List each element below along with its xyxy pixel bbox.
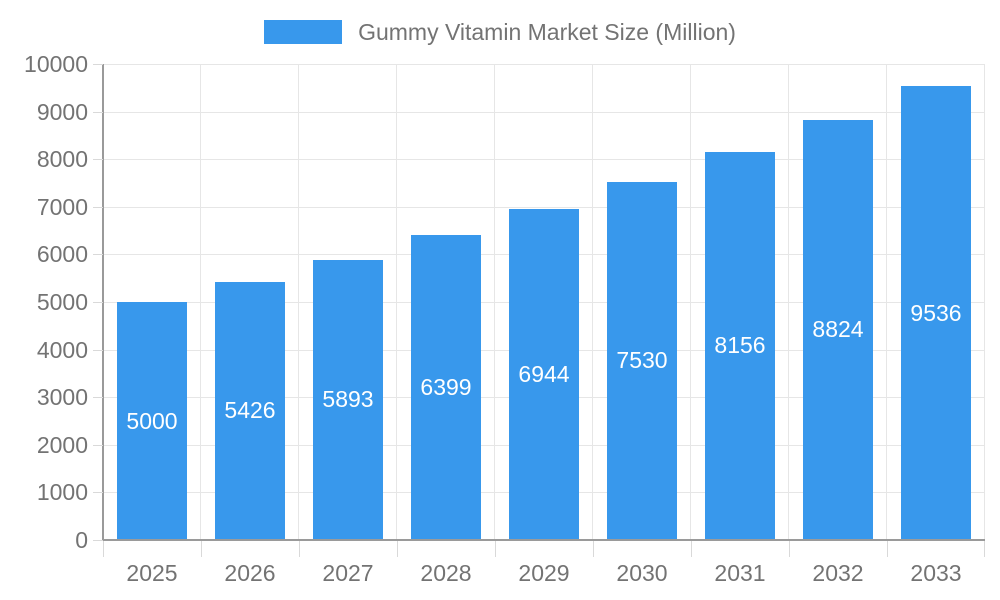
bar: 9536 [900,86,972,540]
y-axis-tick [93,492,103,494]
y-axis-tick-label: 7000 [36,193,88,220]
x-axis-tick [789,541,790,557]
gridline-horizontal [103,64,985,65]
gridline-vertical [788,64,789,540]
legend-swatch [264,20,343,44]
x-axis-tick-label: 2032 [812,560,864,586]
x-axis-tick-label: 2033 [910,560,962,586]
x-axis-tick [103,541,104,557]
bar: 6944 [508,209,580,540]
x-axis-tick-label: 2030 [616,560,668,586]
y-axis-tick-label: 1000 [36,479,88,506]
gridline-horizontal [103,206,985,208]
y-axis-tick [93,540,103,541]
x-axis-tick [887,541,888,557]
gridline-vertical [886,64,887,540]
gridline-vertical [592,64,593,540]
gridline-vertical [494,64,495,540]
plot-area: 5000 5426 5893 6399 6944 7530 8156 8824 9536 [103,64,985,540]
y-axis-tick-label: 8000 [36,146,88,173]
bar-value-label: 5000 [126,407,178,434]
bar-value-label: 9536 [910,299,962,326]
bar-value-label: 7530 [616,347,668,374]
y-axis-tick [93,206,103,208]
bar-value-label: 5893 [322,386,374,413]
gridline-vertical [690,64,691,540]
y-axis-tick [93,254,103,256]
x-axis-tick [691,541,692,557]
y-axis-tick [93,159,103,161]
x-axis-line [103,539,985,541]
bar: 5893 [312,259,384,540]
bar-value-label: 8824 [812,316,864,343]
bar: 7530 [606,181,678,540]
x-axis-tick [397,541,398,557]
bar: 8824 [802,119,874,540]
gridline-vertical [200,64,201,540]
x-axis-tick-label: 2026 [224,560,276,586]
bar-value-label: 6944 [518,361,570,388]
bar-value-label: 8156 [714,332,766,359]
legend: Gummy Vitamin Market Size (Million) [0,18,1000,46]
gridline-horizontal [103,159,985,161]
y-axis-tick-label: 6000 [36,241,88,268]
gridline-vertical [984,64,985,540]
x-axis-tick-label: 2028 [420,560,472,586]
gridline-vertical [396,64,397,540]
bar: 8156 [704,151,776,540]
x-axis-tick [593,541,594,557]
y-axis-tick [93,302,103,303]
bar: 5426 [214,281,286,540]
legend-label: Gummy Vitamin Market Size (Million) [358,18,736,45]
y-axis-tick-label: 0 [75,527,88,553]
gridline-vertical [298,64,299,540]
x-axis-tick-label: 2031 [714,560,766,586]
y-axis-tick [93,444,103,446]
x-axis-tick [299,541,300,557]
bar-value-label: 5426 [224,397,276,424]
x-axis-tick-label: 2027 [322,560,374,586]
y-axis-tick-label: 4000 [36,336,88,363]
x-axis-tick [495,541,496,557]
y-axis-tick-label: 3000 [36,384,88,411]
y-axis-tick [93,64,103,65]
x-axis-tick [201,541,202,557]
y-axis-tick-label: 9000 [36,98,88,125]
y-axis-tick-label: 5000 [36,289,88,315]
x-axis-tick [984,541,985,557]
y-axis-line [102,64,104,540]
y-axis-tick-label: 2000 [36,431,88,458]
y-axis-tick [93,111,103,113]
y-axis-tick-label: 10000 [24,51,88,77]
x-axis-tick-label: 2029 [518,560,570,586]
bar: 5000 [116,302,188,540]
bar: 6399 [410,235,482,540]
y-axis-tick [93,397,103,399]
gridline-horizontal [103,111,985,113]
bar-value-label: 6399 [420,374,472,401]
y-axis-tick [93,349,103,351]
x-axis-tick-label: 2025 [126,560,178,586]
